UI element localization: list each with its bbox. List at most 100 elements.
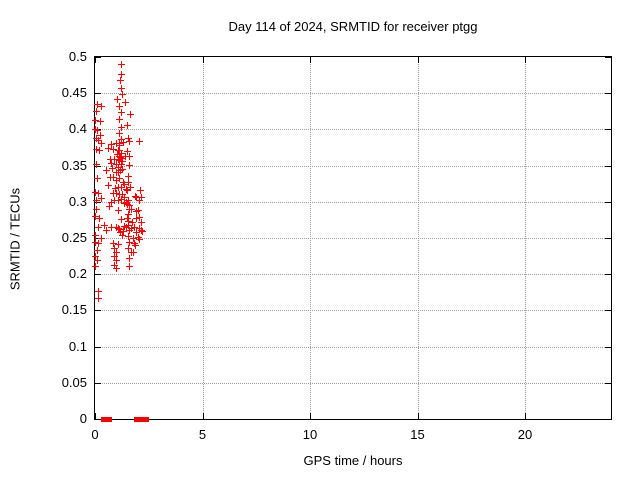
data-point-marker [102,167,110,175]
data-point-marker [117,109,125,117]
y-tick-mark-right [605,93,611,95]
data-point-marker [136,225,144,233]
y-tick-label: 0.2 [68,266,87,282]
y-tick-label: 0.3 [68,193,87,209]
y-tick-mark-right [605,310,611,312]
data-point-marker [113,160,120,168]
data-point-marker [97,234,105,242]
y-tick-mark [95,346,101,348]
data-point-marker [112,169,120,177]
data-point-marker [111,262,119,269]
data-point-marker [138,227,146,235]
h-gridline [95,129,611,131]
y-tick-mark [95,165,101,167]
y-tick-mark-right [605,382,611,384]
data-point-marker [119,191,127,199]
data-point-marker [126,255,134,263]
data-point-marker [93,205,101,213]
data-point-marker [131,223,139,231]
data-point-marker [132,228,140,236]
data-point-marker [114,96,122,104]
data-point-marker [122,185,130,193]
data-point-marker [126,110,134,118]
data-point-marker [119,232,127,240]
y-tick-label: 0.5 [68,49,87,64]
y-tick-mark [95,201,101,203]
data-point-marker [124,172,132,180]
data-point-marker [118,70,126,78]
data-point-marker [116,175,124,183]
data-point-marker [94,224,102,232]
data-point-marker [116,154,124,162]
event-interval-bar [101,417,113,422]
data-point-marker [116,130,124,138]
data-point-marker [126,138,134,146]
data-point-marker [116,157,124,165]
y-tick-mark-right [605,274,611,276]
data-point-marker [111,245,119,253]
data-point-marker [102,227,110,235]
data-point-marker [95,136,103,144]
data-point-marker [91,117,99,125]
data-point-marker [129,248,137,256]
y-tick-mark [95,382,101,384]
data-point-marker [91,188,99,196]
data-point-marker [112,189,120,197]
data-point-marker [114,168,122,176]
data-point-marker [107,199,115,207]
data-point-marker [114,151,122,159]
data-point-marker [132,214,140,222]
x-tick-label: 20 [517,427,533,442]
data-point-marker [101,222,109,230]
data-point-marker [118,154,126,162]
x-tick-mark [202,413,204,419]
data-point-marker [116,103,124,111]
data-point-marker [119,157,127,165]
data-point-marker [107,159,115,167]
y-tick-mark-right [605,201,611,203]
data-point-marker [112,184,120,192]
data-point-marker [92,107,100,115]
data-point-marker [136,138,144,146]
data-point-marker [96,117,104,125]
data-point-marker [94,246,102,254]
x-tick-label: 15 [410,427,425,442]
data-point-marker [112,264,120,272]
data-point-marker [93,256,101,264]
data-point-marker [124,245,132,253]
data-point-marker [91,253,99,261]
data-point-marker [122,199,130,207]
y-tick-mark [95,310,101,312]
data-point-marker [126,205,134,213]
data-point-marker [96,146,104,154]
y-tick-mark [95,274,101,276]
x-tick-label: 5 [198,427,207,442]
data-point-marker [118,84,126,92]
y-tick-label: 0.25 [61,230,87,245]
data-point-marker [96,131,104,139]
data-point-marker [129,235,137,243]
data-point-marker [107,141,115,149]
y-tick-mark [95,238,101,239]
data-point-marker [137,218,145,226]
data-point-marker [96,214,104,222]
y-tick-mark [95,93,101,95]
data-point-marker [121,180,129,188]
x-tick-mark-top [202,57,204,63]
data-point-marker [117,183,125,191]
y-tick-mark-right [605,346,611,348]
y-tick-mark-right [605,165,611,167]
data-point-marker [132,193,140,201]
chart-title: Day 114 of 2024, SRMTID for receiver ptg… [228,19,478,34]
data-point-marker [114,241,122,249]
data-point-marker [124,233,132,241]
data-point-marker [116,167,124,175]
data-point-marker [137,193,145,201]
data-point-marker [114,163,122,171]
y-tick-mark [95,57,101,58]
x-tick-mark [310,413,311,419]
data-point-marker [127,225,135,233]
data-point-marker [122,224,130,232]
data-point-marker [120,178,128,186]
